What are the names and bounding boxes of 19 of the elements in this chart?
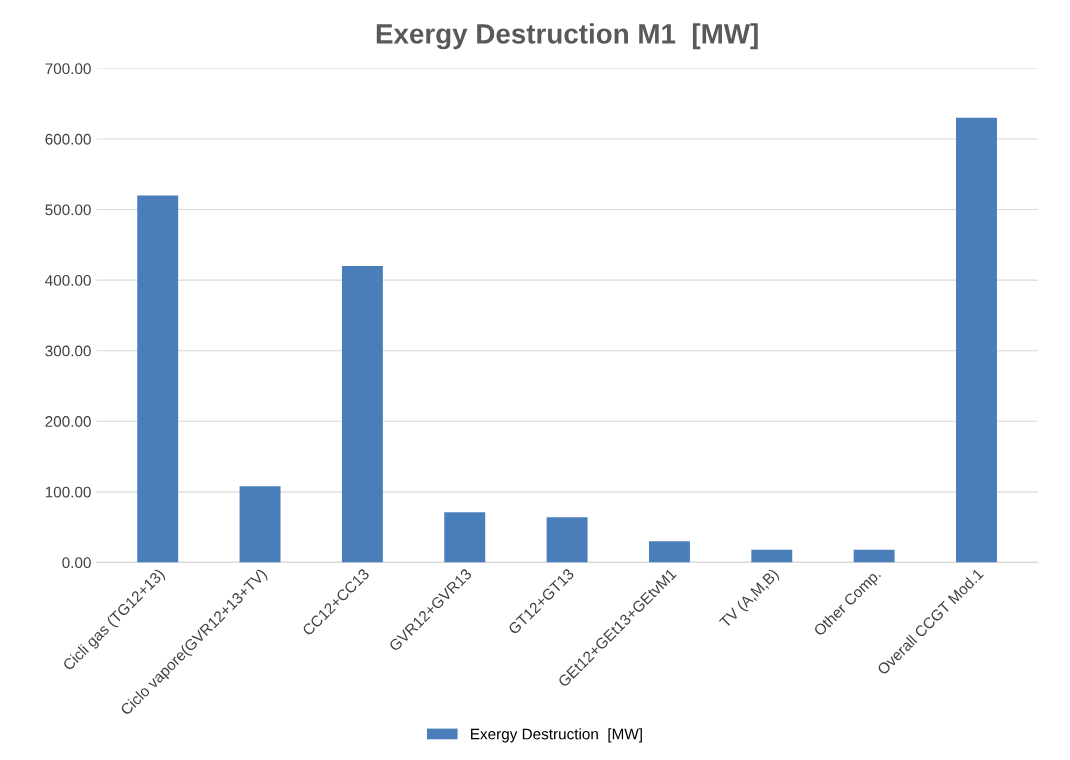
y-tick-label: 300.00	[45, 345, 91, 357]
bar	[137, 195, 179, 563]
y-tick-label: 600.00	[45, 133, 91, 145]
bar	[341, 266, 383, 563]
bar	[648, 541, 690, 563]
bar	[956, 117, 997, 563]
bar	[546, 517, 588, 563]
bar	[444, 512, 486, 563]
y-tick-label: 400.00	[45, 274, 91, 286]
legend-label: Exergy Destruction [MW]	[471, 728, 642, 743]
y-tick-label: 500.00	[45, 204, 91, 216]
bar	[751, 549, 793, 563]
bar	[853, 549, 895, 563]
y-tick-label: 0.00	[62, 557, 91, 569]
y-tick-label: 200.00	[45, 416, 91, 427]
chart-title: Exergy Destruction M1 [MW]	[376, 23, 758, 50]
y-tick-label: 700.00	[45, 63, 91, 75]
y-tick-label: 100.00	[45, 486, 91, 498]
bar	[239, 486, 281, 563]
